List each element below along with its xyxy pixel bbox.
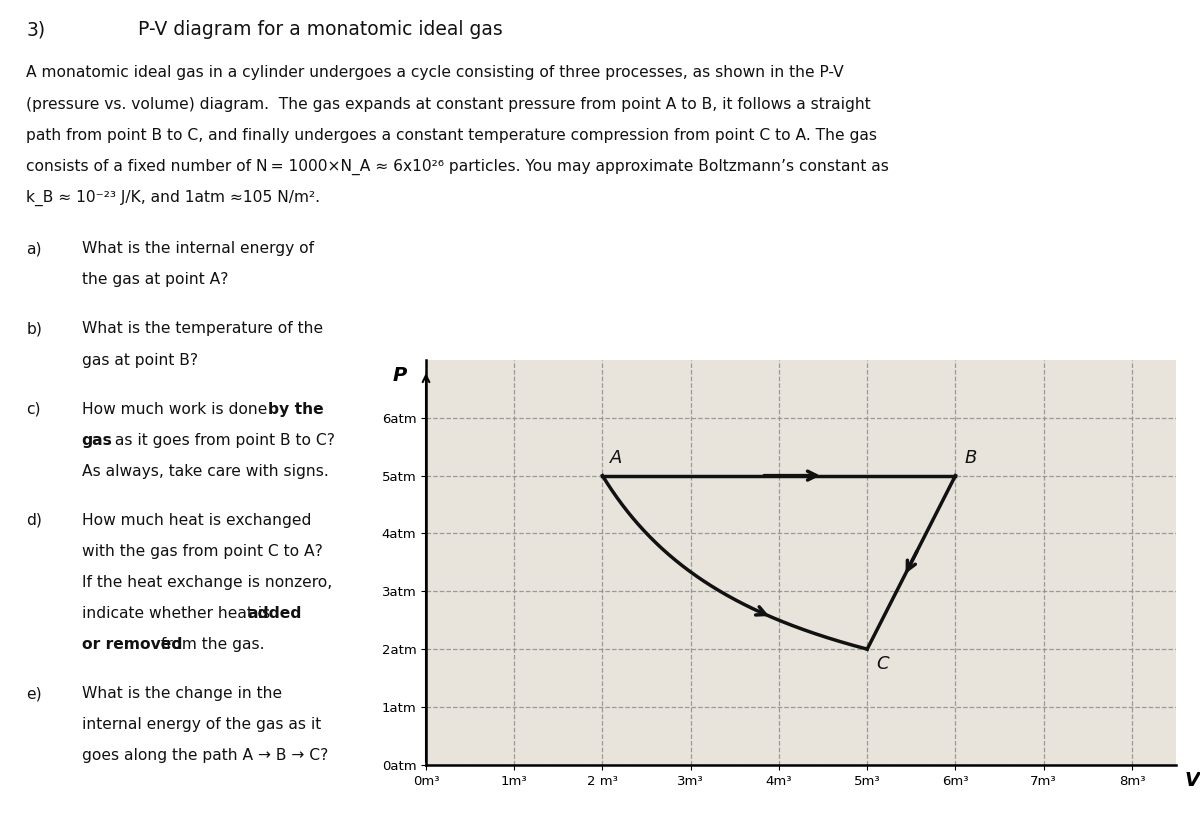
Text: What is the change in the: What is the change in the xyxy=(82,686,282,701)
Text: P: P xyxy=(392,366,407,384)
Text: V: V xyxy=(1184,771,1200,789)
Text: A monatomic ideal gas in a cylinder undergoes a cycle consisting of three proces: A monatomic ideal gas in a cylinder unde… xyxy=(26,65,844,80)
Text: What is the internal energy of: What is the internal energy of xyxy=(82,241,313,256)
Text: As always, take care with signs.: As always, take care with signs. xyxy=(82,464,329,479)
Text: k_B ≈ 10⁻²³ J/K, and 1atm ≈105 N/m².: k_B ≈ 10⁻²³ J/K, and 1atm ≈105 N/m². xyxy=(26,190,320,206)
Text: e): e) xyxy=(26,686,42,701)
Text: How much work is done: How much work is done xyxy=(82,402,272,416)
Text: If the heat exchange is nonzero,: If the heat exchange is nonzero, xyxy=(82,575,332,590)
Text: B: B xyxy=(965,449,977,467)
Text: d): d) xyxy=(26,513,42,528)
Text: C: C xyxy=(876,655,889,673)
Text: gas at point B?: gas at point B? xyxy=(82,353,198,367)
Text: P-V diagram for a monatomic ideal gas: P-V diagram for a monatomic ideal gas xyxy=(138,20,503,39)
Text: gas: gas xyxy=(82,433,113,447)
Text: the gas at point A?: the gas at point A? xyxy=(82,272,228,287)
Text: b): b) xyxy=(26,321,42,336)
Text: 3): 3) xyxy=(26,20,46,39)
Text: goes along the path A → B → C?: goes along the path A → B → C? xyxy=(82,748,328,763)
Text: How much heat is exchanged: How much heat is exchanged xyxy=(82,513,311,528)
Text: or removed: or removed xyxy=(82,637,182,652)
Text: a): a) xyxy=(26,241,42,256)
Text: indicate whether heat is: indicate whether heat is xyxy=(82,606,275,621)
Text: internal energy of the gas as it: internal energy of the gas as it xyxy=(82,717,320,732)
Text: by the: by the xyxy=(268,402,323,416)
Text: as it goes from point B to C?: as it goes from point B to C? xyxy=(110,433,336,447)
Text: added: added xyxy=(247,606,301,621)
Text: consists of a fixed number of N = 1000×N_A ≈ 6x10²⁶ particles. You may approxima: consists of a fixed number of N = 1000×N… xyxy=(26,159,889,175)
Text: with the gas from point C to A?: with the gas from point C to A? xyxy=(82,544,323,559)
Text: (pressure vs. volume) diagram.  The gas expands at constant pressure from point : (pressure vs. volume) diagram. The gas e… xyxy=(26,97,871,111)
Text: from the gas.: from the gas. xyxy=(156,637,264,652)
Text: What is the temperature of the: What is the temperature of the xyxy=(82,321,323,336)
Text: path from point B to C, and finally undergoes a constant temperature compression: path from point B to C, and finally unde… xyxy=(26,128,877,142)
Text: c): c) xyxy=(26,402,41,416)
Text: A: A xyxy=(610,449,622,467)
